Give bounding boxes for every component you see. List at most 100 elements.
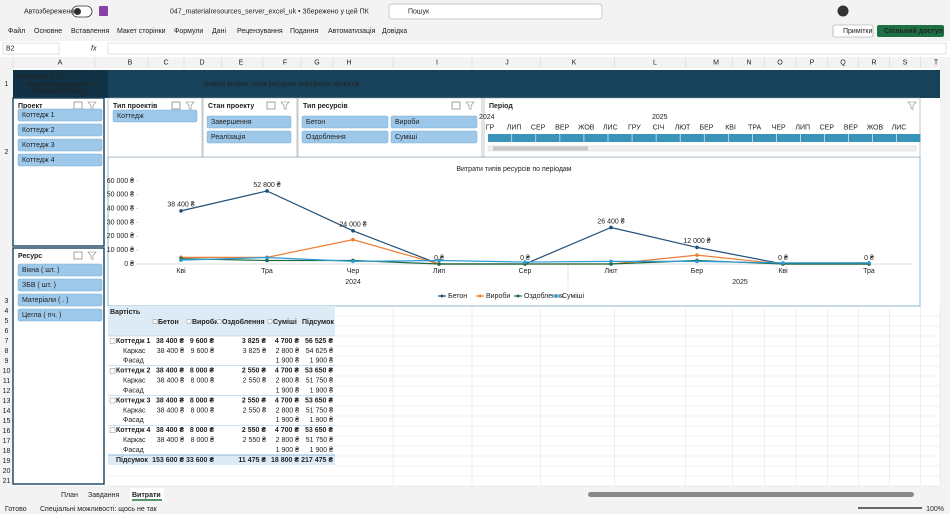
timeline-period-bar[interactable]: [800, 134, 825, 142]
slicer-item[interactable]: [301, 115, 389, 129]
slicer-item[interactable]: [17, 138, 103, 152]
timeline-period-bar[interactable]: [704, 134, 728, 142]
row-header[interactable]: 4: [5, 308, 9, 315]
timeline-period-bar[interactable]: [632, 134, 656, 142]
ribbon-tab[interactable]: Автоматизація: [328, 27, 376, 35]
pivot-filter-icon[interactable]: [152, 319, 158, 324]
timeline-period-bar[interactable]: [728, 134, 753, 142]
pivot-collapse-button[interactable]: [109, 427, 116, 433]
timeline-period-bar[interactable]: [897, 134, 921, 142]
column-header[interactable]: G: [314, 59, 319, 66]
ribbon-tab[interactable]: Файл: [8, 27, 25, 35]
pivot-column-header[interactable]: Підсумок: [302, 318, 334, 326]
share-button[interactable]: [877, 25, 944, 37]
avatar[interactable]: [837, 5, 849, 17]
column-header[interactable]: H: [346, 59, 351, 66]
timeline-period-bar[interactable]: [560, 134, 584, 142]
row-header[interactable]: 16: [3, 428, 11, 435]
column-header[interactable]: J: [505, 59, 509, 66]
pivot-filter-icon[interactable]: [267, 319, 273, 324]
timeline-period-bar[interactable]: [584, 134, 608, 142]
row-header[interactable]: 12: [3, 388, 11, 395]
slicer-clear-filter-icon[interactable]: [280, 101, 290, 110]
slicer-clear-filter-icon[interactable]: [87, 251, 97, 260]
zoom-slider[interactable]: [858, 507, 922, 509]
column-header[interactable]: B: [128, 59, 133, 66]
timeline-period-bar[interactable]: [776, 134, 801, 142]
timeline-period-bar[interactable]: [848, 134, 873, 142]
row-header[interactable]: 10: [3, 368, 11, 375]
pivot-column-header[interactable]: Суміші: [273, 318, 297, 326]
column-header[interactable]: O: [777, 59, 783, 66]
slicer-item[interactable]: [17, 293, 103, 307]
row-header[interactable]: 3: [5, 298, 9, 305]
timeline-clear-filter-icon[interactable]: [907, 101, 917, 110]
timeline-period-bar[interactable]: [488, 134, 512, 142]
ribbon-tab[interactable]: Вставлення: [71, 28, 109, 35]
ribbon-tab[interactable]: Формули: [174, 28, 203, 35]
slicer-item[interactable]: [390, 130, 478, 144]
pivot-collapse-button[interactable]: [109, 338, 116, 344]
row-header[interactable]: 14: [3, 408, 11, 415]
slicer-item[interactable]: [206, 115, 292, 129]
column-header[interactable]: F: [283, 59, 287, 66]
pivot-filter-icon[interactable]: [186, 319, 192, 324]
slicer-item[interactable]: [206, 130, 292, 144]
sheet-tab[interactable]: Завдання: [88, 492, 119, 499]
timeline-period-bar[interactable]: [656, 134, 680, 142]
pivot-collapse-button[interactable]: [109, 368, 116, 374]
timeline-period-bar[interactable]: [608, 134, 632, 142]
timeline-period-bar[interactable]: [872, 134, 897, 142]
slicer-item[interactable]: [17, 263, 103, 277]
ribbon-tab[interactable]: Довідка: [382, 27, 407, 35]
column-header[interactable]: D: [199, 59, 204, 66]
row-header[interactable]: 5: [5, 318, 9, 325]
column-header[interactable]: A: [58, 59, 63, 66]
ribbon-tab[interactable]: Рецензування: [237, 28, 283, 35]
column-header[interactable]: R: [871, 59, 876, 66]
pivot-filter-icon[interactable]: [216, 319, 222, 324]
column-header[interactable]: C: [163, 59, 168, 66]
row-header[interactable]: 13: [3, 398, 11, 405]
sheet-tab[interactable]: Витрати: [132, 492, 161, 499]
column-header[interactable]: N: [746, 59, 751, 66]
slicer-item[interactable]: [112, 109, 198, 123]
slicer-multiselect-icon[interactable]: [451, 101, 461, 110]
row-header[interactable]: 19: [3, 458, 11, 465]
timeline-period-bar[interactable]: [512, 134, 536, 142]
row-header[interactable]: 1: [5, 81, 9, 88]
slicer-clear-filter-icon[interactable]: [185, 101, 195, 110]
slicer-multiselect-icon[interactable]: [73, 251, 83, 260]
column-header[interactable]: L: [653, 59, 657, 66]
timeline-period-bar[interactable]: [824, 134, 849, 142]
ribbon-tab[interactable]: Макет сторінки: [117, 27, 166, 35]
comments-button[interactable]: [832, 24, 874, 38]
row-header[interactable]: 20: [3, 468, 11, 475]
pivot-column-header[interactable]: Бетон: [158, 319, 179, 326]
timeline-period-bar[interactable]: [752, 134, 777, 142]
name-box[interactable]: [2, 42, 60, 55]
pivot-collapse-button[interactable]: [109, 397, 116, 404]
row-header[interactable]: 21: [3, 478, 11, 485]
horizontal-scroll-thumb[interactable]: [588, 492, 914, 497]
column-header[interactable]: K: [572, 59, 577, 66]
row-header[interactable]: 2: [5, 149, 9, 156]
row-header[interactable]: 7: [5, 338, 9, 345]
slicer-item[interactable]: [17, 108, 103, 122]
save-icon[interactable]: [99, 6, 108, 16]
slicer-item[interactable]: [17, 153, 103, 167]
slicer-item[interactable]: [390, 115, 478, 129]
slicer-item[interactable]: [301, 130, 389, 144]
row-header[interactable]: 18: [3, 448, 11, 455]
timeline-period-bar[interactable]: [680, 134, 704, 142]
row-header[interactable]: 8: [5, 348, 9, 355]
row-header[interactable]: 9: [5, 358, 9, 365]
slicer-clear-filter-icon[interactable]: [465, 101, 475, 110]
timeline-scrollbar[interactable]: [487, 145, 917, 152]
row-header[interactable]: 15: [3, 418, 11, 425]
formula-input[interactable]: [107, 42, 947, 55]
pivot-column-header[interactable]: Вироби: [192, 318, 219, 326]
column-header[interactable]: T: [934, 59, 939, 66]
slicer-item[interactable]: [17, 123, 103, 137]
ribbon-tab[interactable]: Основне: [34, 28, 62, 35]
